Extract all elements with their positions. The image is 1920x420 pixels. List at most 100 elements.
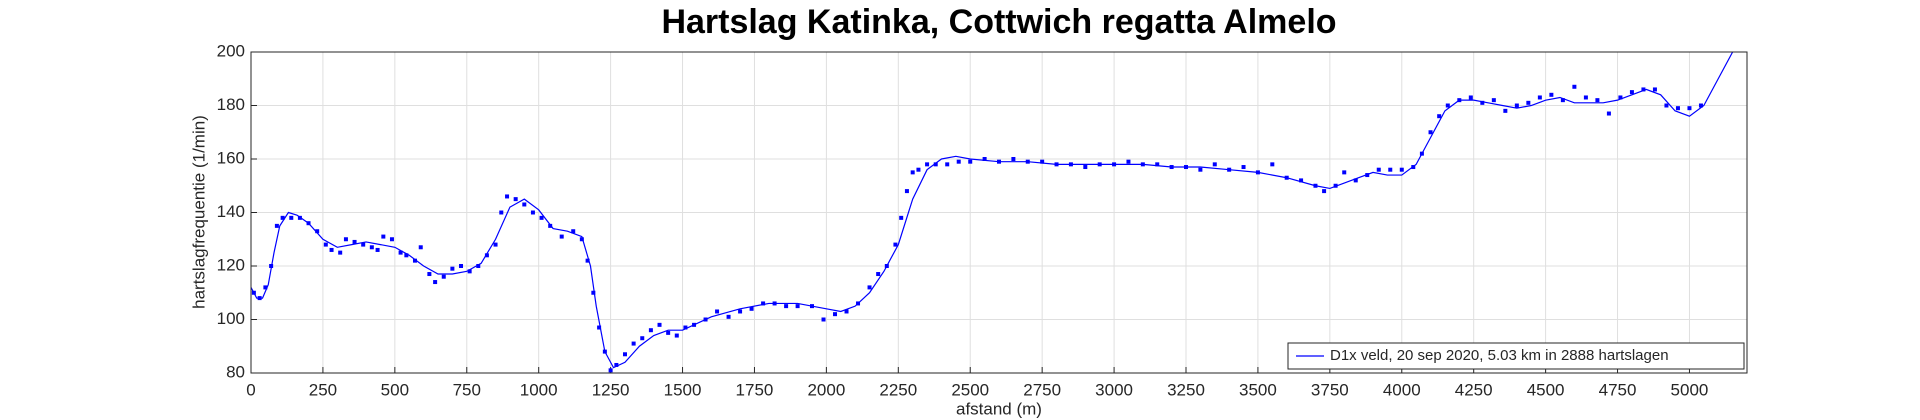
data-point [933, 162, 938, 167]
data-point [1399, 167, 1404, 172]
data-point [1641, 87, 1646, 92]
data-point [585, 258, 590, 263]
data-point [280, 215, 285, 220]
data-point [726, 314, 731, 319]
data-point [1333, 183, 1338, 188]
data-point [1241, 165, 1246, 170]
x-tick-label: 0 [246, 380, 255, 399]
y-tick-label: 100 [217, 309, 245, 328]
data-point [441, 274, 446, 279]
x-tick-label: 500 [381, 380, 409, 399]
data-point [1365, 173, 1370, 178]
data-point [1411, 165, 1416, 170]
data-point [761, 301, 766, 306]
data-point [608, 368, 613, 373]
data-point [467, 269, 472, 274]
data-point [1537, 95, 1542, 100]
x-tick-label: 250 [309, 380, 337, 399]
data-point [614, 362, 619, 367]
data-point [323, 242, 328, 247]
x-tick-label: 3000 [1095, 380, 1133, 399]
x-tick-label: 2750 [1023, 380, 1061, 399]
data-point [1618, 95, 1623, 100]
data-point [1445, 103, 1450, 108]
data-point [418, 245, 423, 250]
data-point [571, 229, 576, 234]
data-point [749, 306, 754, 311]
plot-content [251, 52, 1734, 373]
data-point [956, 159, 961, 164]
legend-box [1287, 342, 1745, 370]
data-point [715, 309, 720, 314]
data-point [1583, 95, 1588, 100]
data-point [674, 333, 679, 338]
data-point [925, 162, 930, 167]
data-point [274, 223, 279, 228]
data-point [251, 290, 256, 295]
data-point [657, 322, 662, 327]
data-point [1698, 103, 1703, 108]
data-point [1503, 108, 1508, 113]
data-point [338, 250, 343, 255]
data-point [1342, 170, 1347, 175]
data-point [1514, 103, 1519, 108]
data-point [579, 237, 584, 242]
data-point [893, 242, 898, 247]
data-point [1112, 162, 1117, 167]
x-tick-label: 4000 [1383, 380, 1421, 399]
x-tick-label: 5000 [1671, 380, 1709, 399]
data-point [493, 242, 498, 247]
data-point [476, 264, 481, 268]
data-point [1572, 84, 1577, 89]
data-point [692, 322, 697, 327]
data-point [1054, 162, 1059, 167]
data-point [631, 341, 636, 346]
data-point [1664, 103, 1669, 108]
data-point [361, 242, 366, 247]
data-point [1155, 162, 1160, 167]
data-point [381, 234, 386, 239]
data-point [1184, 165, 1188, 170]
data-point [427, 272, 432, 277]
data-point [522, 202, 527, 207]
data-point [369, 245, 374, 250]
data-point [1457, 98, 1462, 103]
x-tick-label: 1250 [592, 380, 630, 399]
data-point [1255, 170, 1260, 175]
x-tick-label: 3500 [1239, 380, 1277, 399]
data-point [257, 296, 262, 301]
y-tick-label: 200 [217, 41, 245, 60]
data-point [738, 309, 743, 314]
data-point [1212, 162, 1217, 167]
data-point [1376, 167, 1381, 172]
data-point [1560, 98, 1565, 103]
data-point [1606, 111, 1611, 116]
data-point [389, 237, 394, 242]
data-point [1025, 159, 1030, 164]
data-point [904, 189, 909, 194]
data-point [1468, 95, 1473, 100]
x-tick-label: 750 [453, 380, 481, 399]
x-tick-label: 3250 [1167, 380, 1205, 399]
data-point [772, 301, 777, 306]
data-point [315, 229, 320, 234]
data-point [530, 210, 535, 215]
data-point [899, 215, 904, 220]
data-point [856, 301, 861, 306]
data-point [1068, 162, 1073, 167]
x-tick-label: 1750 [736, 380, 774, 399]
y-tick-label: 140 [217, 202, 245, 221]
data-point [945, 162, 950, 167]
x-tick-label: 3750 [1311, 380, 1349, 399]
data-point [1388, 167, 1393, 172]
data-point [1491, 98, 1496, 103]
data-point [821, 317, 826, 322]
data-point [1419, 151, 1424, 156]
data-point [1428, 130, 1433, 135]
data-point [884, 264, 889, 268]
y-tick-label: 80 [226, 362, 245, 381]
data-point [1437, 114, 1442, 119]
data-point [1675, 106, 1680, 111]
